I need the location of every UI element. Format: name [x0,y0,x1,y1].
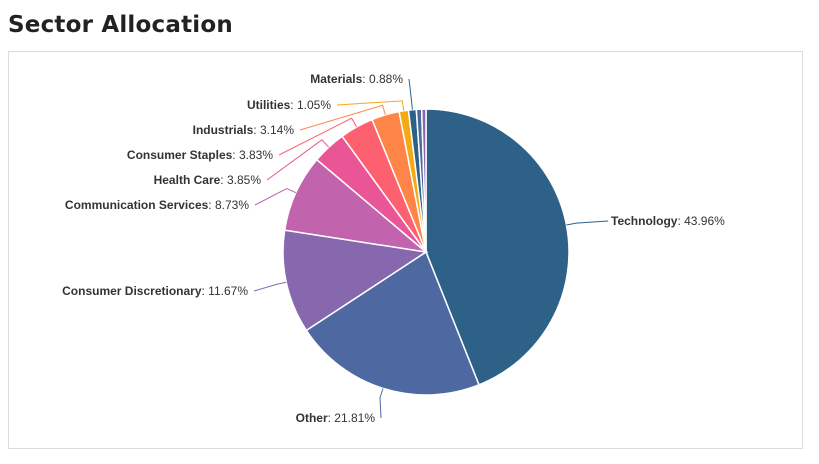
data-label-category: Materials [310,72,362,86]
data-label-value: : 11.67% [202,284,249,298]
connector-consumer-staples [278,117,358,156]
data-label-category: Health Care [154,173,221,187]
data-label-consumer-discretionary: Consumer Discretionary: 11.67% [62,284,248,298]
data-label-communication-services: Communication Services: 8.73% [65,198,249,212]
connector-materials [408,78,413,110]
data-label-category: Utilities [247,98,291,112]
data-label-value: : 0.88% [362,72,403,86]
connector-other [379,388,384,419]
connector-health-care [266,139,330,181]
pie-chart: Technology: 43.96% Other: 21.81% Consumer … [62,72,725,425]
pie-slice-energy[interactable] [420,108,427,253]
connector-utilities [336,100,405,111]
data-label-other: Other: 21.81% [296,411,376,425]
data-label-value: : 1.05% [290,98,331,112]
data-label-industrials: Industrials: 3.14% [193,123,295,137]
pie-slice-other[interactable] [305,250,480,396]
sector-allocation-chart: Technology: 43.96% Other: 21.81% Consumer … [8,51,803,449]
data-label-category: Other [296,411,328,425]
connector-technology [566,220,609,226]
data-label-category: Technology [611,214,678,228]
data-label-health-care: Health Care: 3.85% [154,173,262,187]
connector-communication-services [254,188,297,206]
data-label-consumer-staples: Consumer Staples: 3.83% [127,148,273,162]
data-label-category: Communication Services [65,198,209,212]
data-label-value: : 3.85% [220,173,261,187]
data-label-category: Consumer Discretionary [62,284,202,298]
slices-layer [282,108,570,396]
data-label-materials: Materials: 0.88% [310,72,403,86]
data-label-value: : 3.14% [253,123,294,137]
data-label-value: : 43.96% [677,214,725,228]
data-label-technology: Technology: 43.96% [611,214,725,228]
pie-slice-consumer-discretionary[interactable] [282,229,429,332]
data-label-category: Consumer Staples [127,148,233,162]
connector-consumer-discretionary [253,281,287,292]
data-label-utilities: Utilities: 1.05% [247,98,331,112]
data-label-category: Industrials [193,123,254,137]
data-label-value: : 8.73% [208,198,249,212]
page-title: Sector Allocation [8,12,233,38]
data-label-value: : 21.81% [328,411,376,425]
labels-layer: Technology: 43.96% Other: 21.81% Consumer … [62,72,725,425]
data-label-value: : 3.83% [232,148,273,162]
connector-industrials [299,104,386,131]
